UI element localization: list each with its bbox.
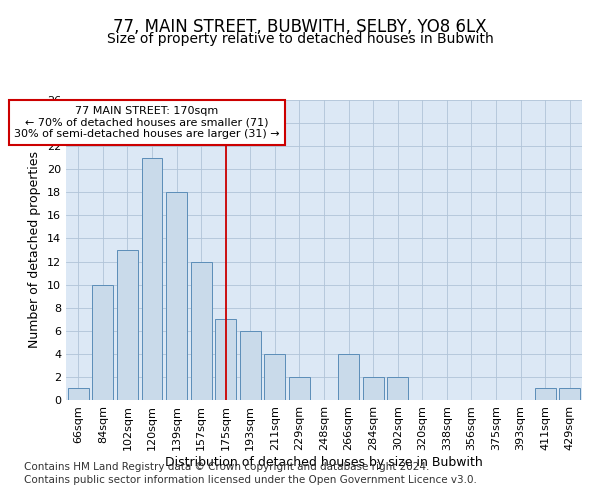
- Text: 77 MAIN STREET: 170sqm
← 70% of detached houses are smaller (71)
30% of semi-det: 77 MAIN STREET: 170sqm ← 70% of detached…: [14, 106, 280, 139]
- Y-axis label: Number of detached properties: Number of detached properties: [28, 152, 41, 348]
- Bar: [240, 331, 261, 400]
- Bar: [338, 354, 359, 400]
- Bar: [92, 284, 113, 400]
- Bar: [215, 319, 236, 400]
- Text: 77, MAIN STREET, BUBWITH, SELBY, YO8 6LX: 77, MAIN STREET, BUBWITH, SELBY, YO8 6LX: [113, 18, 487, 36]
- Bar: [387, 377, 408, 400]
- Bar: [289, 377, 310, 400]
- Bar: [68, 388, 89, 400]
- Text: Size of property relative to detached houses in Bubwith: Size of property relative to detached ho…: [107, 32, 493, 46]
- Bar: [265, 354, 286, 400]
- Bar: [535, 388, 556, 400]
- Text: Contains public sector information licensed under the Open Government Licence v3: Contains public sector information licen…: [24, 475, 477, 485]
- Bar: [166, 192, 187, 400]
- Bar: [362, 377, 383, 400]
- Bar: [191, 262, 212, 400]
- Bar: [117, 250, 138, 400]
- Bar: [142, 158, 163, 400]
- Text: Contains HM Land Registry data © Crown copyright and database right 2024.: Contains HM Land Registry data © Crown c…: [24, 462, 430, 472]
- Bar: [559, 388, 580, 400]
- X-axis label: Distribution of detached houses by size in Bubwith: Distribution of detached houses by size …: [165, 456, 483, 468]
